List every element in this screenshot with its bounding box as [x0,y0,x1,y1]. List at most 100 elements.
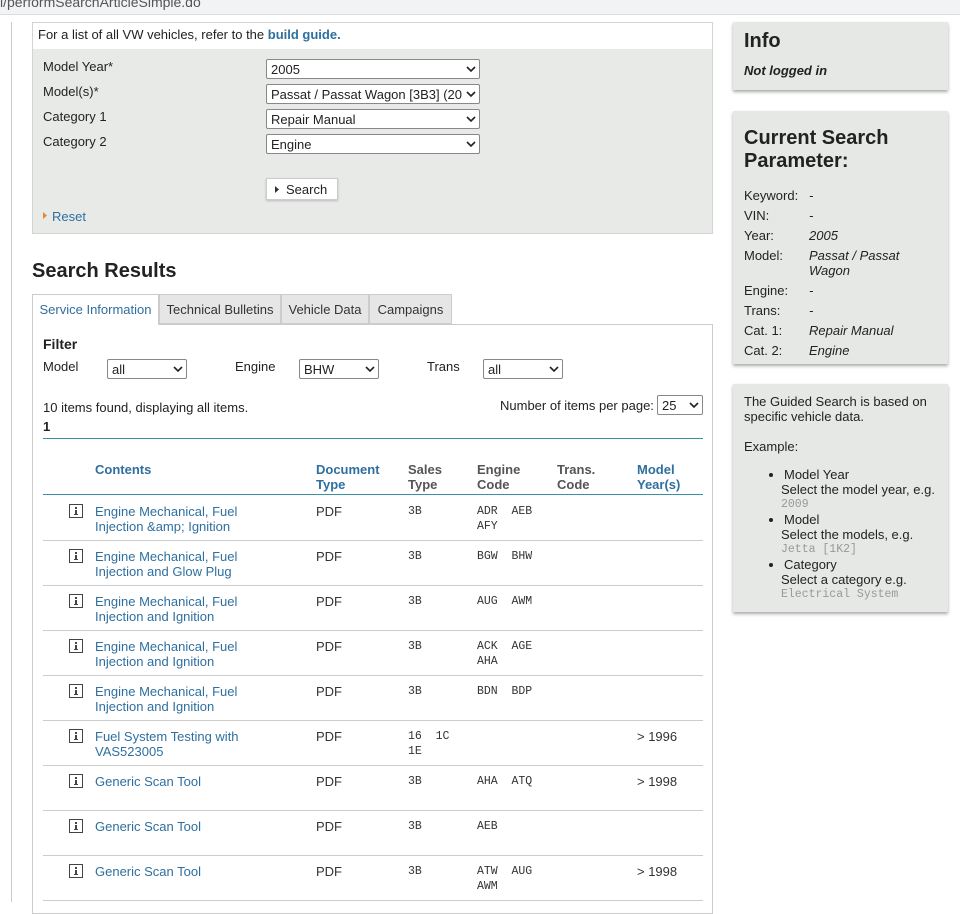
param-row: Model: Passat / Passat Wagon [744,248,937,278]
param-label: Trans: [744,303,781,318]
per-page-select[interactable]: 25 [657,395,703,415]
guide-text: Select the model year, e.g. [781,482,935,497]
column-header[interactable]: Document Type [316,462,380,492]
tab[interactable]: Campaigns [369,294,452,324]
contents[interactable]: Engine Mechanical, Fuel Injection and Ig… [95,684,238,714]
filter-label: Model [43,359,79,374]
row-separator [43,720,703,721]
param-label: Engine: [744,283,789,298]
param-value: - [809,283,814,298]
row-separator [43,855,703,856]
param-row: Keyword: - [744,188,937,203]
arrow-icon [275,186,279,193]
document-type: PDF [316,729,342,744]
contents[interactable]: Engine Mechanical, Fuel Injection &amp; … [95,504,238,534]
info-icon [69,504,83,518]
param-value: Engine [809,343,850,358]
info-icon [69,819,83,833]
build-guide-link[interactable]: build guide. [267,27,341,42]
model-years: > 1998 [637,774,678,789]
guide-text: Select a category e.g. [781,572,907,587]
filter-label: Engine [235,359,276,374]
per-page-label: Number of items per page: [500,398,654,413]
param-label: Model: [744,248,784,263]
tab[interactable]: Service Information [32,294,159,325]
sales-type: 16 1C 1E [408,730,457,758]
tab[interactable]: Technical Bulletins [159,294,281,324]
guide-example: Electrical System [781,588,899,601]
address-text[interactable]: l/performSearchArticleSimple.do [0,0,201,10]
address-bar: l/performSearchArticleSimple.do [0,0,960,14]
info-box: Info Not logged in [733,22,948,90]
contents[interactable]: Generic Scan Tool [95,774,201,789]
info-icon [69,549,83,563]
info-glyph [74,777,78,785]
param-row: Trans: - [744,303,937,318]
info-icon [69,729,83,743]
sales-type: 3B [408,775,422,788]
column-header[interactable]: Model Year(s) [637,462,681,492]
column-header[interactable]: Contents [95,462,152,477]
chevron [466,91,476,97]
summary: 10 items found, displaying all items. [43,400,249,415]
info-glyph [74,732,78,740]
select[interactable]: Repair Manual [266,109,480,129]
sales-type: 3B [408,550,422,563]
contents[interactable]: Engine Mechanical, Fuel Injection and Gl… [95,549,238,579]
field-label: Category 1 [43,109,107,124]
info-icon [69,774,83,788]
select[interactable]: all [107,359,187,379]
info-icon [69,864,83,878]
engine-code: AEB [477,820,498,833]
intro: For a list of all VW vehicles, refer to … [33,23,712,49]
chevron [466,66,476,72]
guide-text: Select the models, e.g. [781,527,914,542]
sales-type: 3B [408,595,422,608]
select[interactable]: all [483,359,563,379]
select[interactable]: Passat / Passat Wagon [3B3] (20 [266,84,480,104]
row-separator [43,900,703,901]
param-label: Cat. 1: [744,323,783,338]
select[interactable]: Engine [266,134,480,154]
row-separator [43,630,703,631]
document-type: PDF [316,504,342,519]
select-value: Passat / Passat Wagon [3B3] (20 [271,87,463,102]
select[interactable]: 2005 [266,59,480,79]
document-type: PDF [316,549,342,564]
info-icon [69,684,83,698]
engine-code: BDN BDP [477,685,533,698]
column-header: Trans. Code [557,462,596,492]
contents[interactable]: Generic Scan Tool [95,864,201,879]
sales-type: 3B [408,685,422,698]
reset-link[interactable]: Reset [52,209,86,224]
contents[interactable]: Engine Mechanical, Fuel Injection and Ig… [95,639,238,669]
param-value: - [809,303,814,318]
contents[interactable]: Engine Mechanical, Fuel Injection and Ig… [95,594,238,624]
tab[interactable]: Vehicle Data [281,294,369,324]
param-label: Year: [744,228,774,243]
select-value: BHW [304,362,335,377]
engine-code: AUG AWM [477,595,533,608]
select-value: all [488,362,502,377]
page-number[interactable]: 1 [43,419,51,434]
search-button[interactable]: Search [266,178,338,200]
current-search-box: Current Search Parameter: Keyword: - VIN: -… [733,111,948,364]
model-years: > 1998 [637,864,678,879]
select[interactable]: BHW [299,359,379,379]
guided-text: The Guided Search is based on specific v… [744,394,927,424]
sales-type: 3B [408,505,422,518]
contents[interactable]: Fuel System Testing with VAS523005 [95,729,239,759]
param-row: VIN: - [744,208,937,223]
document-type: PDF [316,594,342,609]
engine-code: ADR AEB AFY [477,505,540,533]
chevron [173,366,183,372]
contents[interactable]: Generic Scan Tool [95,819,201,834]
document-type: PDF [316,864,342,879]
chevron [549,366,559,372]
arrow-icon [43,212,47,219]
chevron [466,141,476,147]
